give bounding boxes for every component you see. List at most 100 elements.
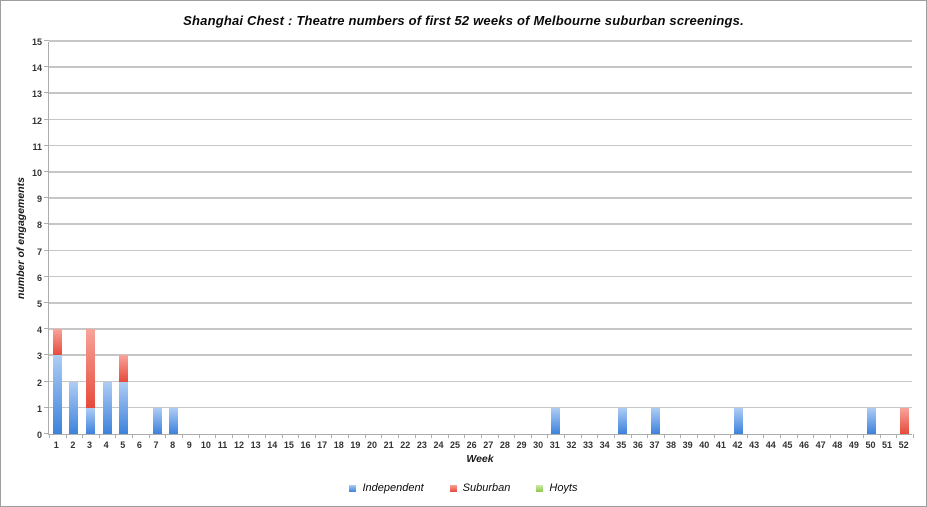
- x-tick-label: 10: [200, 440, 211, 450]
- gridline: [49, 380, 912, 383]
- y-axis-tick: [44, 406, 49, 408]
- gridline: [49, 66, 912, 68]
- x-tick-label: 5: [120, 440, 126, 450]
- x-axis-tick: [613, 434, 615, 438]
- x-axis-tick: [630, 434, 632, 438]
- x-axis-tick: [547, 434, 549, 438]
- x-tick-label: 23: [416, 440, 427, 450]
- bar-segment-independent: [617, 407, 627, 434]
- y-axis-tick: [44, 40, 49, 41]
- y-tick-label: 4: [36, 325, 42, 336]
- x-tick-label: 12: [234, 440, 245, 450]
- x-axis-tick: [381, 434, 383, 438]
- y-axis-tick: [44, 275, 49, 277]
- x-tick-label: 24: [433, 440, 444, 450]
- x-axis-tick: [913, 434, 914, 438]
- y-tick-label: 9: [36, 194, 42, 205]
- bar-segment-independent: [152, 407, 162, 434]
- x-axis-tick: [414, 434, 416, 438]
- x-tick-label: 3: [87, 440, 93, 450]
- y-tick-label: 10: [31, 168, 42, 178]
- legend-swatch-suburban-icon: [449, 484, 457, 492]
- y-axis-tick: [44, 197, 49, 199]
- gridline: [49, 354, 912, 356]
- x-axis-tick: [314, 434, 316, 438]
- x-tick-label: 18: [333, 440, 344, 450]
- x-axis-title: Week: [466, 453, 494, 465]
- x-tick-label: 32: [566, 440, 577, 450]
- x-tick-label: 33: [582, 440, 593, 450]
- y-tick-label: 6: [36, 272, 42, 283]
- y-axis-tick: [44, 433, 49, 434]
- bar-segment-independent: [169, 407, 179, 434]
- gridline: [49, 406, 912, 409]
- x-axis-tick: [165, 434, 167, 438]
- bar-segment-independent: [734, 407, 744, 434]
- y-axis-tick: [44, 380, 49, 382]
- x-tick-label: 35: [616, 440, 627, 450]
- legend-item-hoyts: Hoyts: [536, 482, 578, 494]
- bar-segment-independent: [866, 407, 876, 434]
- x-tick-label: 44: [765, 440, 776, 450]
- x-tick-label: 51: [882, 440, 893, 450]
- legend: Independent Suburban Hoyts: [1, 482, 926, 494]
- x-axis-tick: [780, 434, 782, 438]
- x-tick-label: 41: [715, 440, 726, 450]
- y-tick-label: 15: [31, 37, 42, 47]
- legend-item-suburban: Suburban: [449, 482, 510, 494]
- y-tick-label: 1: [36, 403, 42, 414]
- x-tick-label: 42: [732, 440, 743, 450]
- x-tick-label: 25: [450, 440, 461, 450]
- x-tick-label: 29: [516, 440, 527, 450]
- x-axis-tick: [248, 434, 250, 438]
- bar-segment-independent: [551, 407, 561, 434]
- y-tick-label: 8: [36, 220, 42, 231]
- x-tick-label: 14: [267, 440, 278, 450]
- x-axis-tick: [796, 434, 798, 438]
- x-axis-tick: [697, 434, 698, 438]
- y-tick-label: 3: [36, 351, 42, 362]
- gridline: [49, 197, 912, 199]
- x-tick-label: 30: [533, 440, 544, 450]
- x-axis-tick: [181, 434, 183, 438]
- legend-label-hoyts: Hoyts: [549, 482, 578, 494]
- x-axis-tick: [481, 434, 482, 438]
- x-axis-tick: [564, 434, 566, 438]
- y-axis-tick: [44, 328, 49, 330]
- x-axis-tick: [713, 434, 715, 438]
- x-tick-label: 6: [136, 440, 142, 450]
- x-axis-tick: [813, 434, 815, 438]
- x-tick-label: 45: [782, 440, 793, 450]
- bar-segment-independent: [52, 355, 62, 434]
- x-axis-tick: [863, 434, 865, 438]
- x-tick-label: 20: [366, 440, 377, 450]
- x-tick-label: 19: [350, 440, 361, 450]
- bar-segment-suburban: [52, 329, 62, 356]
- x-tick-label: 15: [283, 440, 294, 450]
- x-axis-tick: [663, 434, 665, 438]
- x-axis-tick: [98, 434, 100, 438]
- y-tick-label: 13: [31, 89, 42, 100]
- x-axis-tick: [49, 434, 50, 438]
- x-tick-label: 39: [682, 440, 693, 450]
- x-tick-label: 11: [217, 440, 228, 450]
- x-tick-label: 31: [549, 440, 560, 450]
- x-axis-tick: [281, 434, 283, 438]
- bar-segment-independent: [102, 381, 112, 434]
- x-axis-tick: [597, 434, 599, 438]
- bar-segment-independent: [119, 381, 129, 434]
- x-tick-label: 48: [832, 440, 843, 450]
- x-axis-tick: [680, 434, 682, 438]
- y-axis-tick: [44, 92, 49, 94]
- x-axis-tick: [115, 434, 117, 438]
- x-tick-label: 16: [300, 440, 311, 450]
- y-axis-tick: [44, 66, 49, 68]
- x-tick-label: 46: [798, 440, 809, 450]
- x-axis-tick: [82, 434, 84, 438]
- x-axis-tick: [231, 434, 233, 438]
- x-tick-label: 38: [666, 440, 677, 450]
- gridline: [49, 118, 912, 121]
- x-tick-label: 21: [383, 440, 394, 450]
- x-axis-tick: [879, 434, 881, 438]
